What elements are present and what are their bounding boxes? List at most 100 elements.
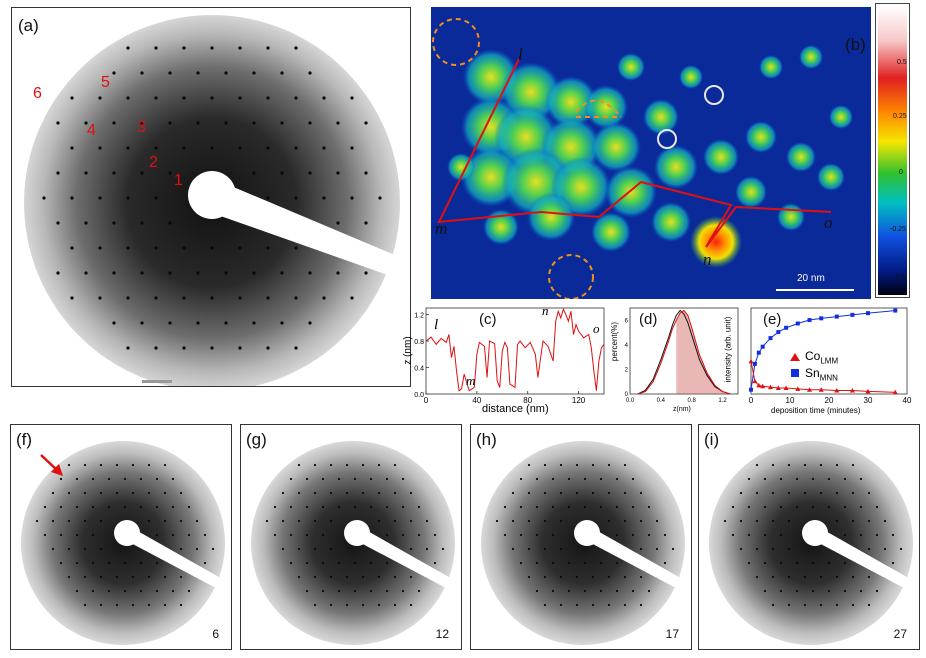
c-xlabel: distance (nm) [482,403,549,415]
sn-point [866,311,870,316]
deposition-time: 27 [893,627,907,641]
co-point [795,386,801,391]
panel-a-label: (a) [18,16,39,35]
spot-label-5: 5 [101,74,110,91]
c-point-l: l [434,317,439,333]
e-xlabel: deposition time (minutes) [771,406,861,415]
colorbar-tick-2: 0 [899,169,903,176]
d-ytick: 6 [625,318,629,324]
c-xtick: 0 [424,396,429,405]
leed-label: (h) [476,430,497,449]
colorbar-tick-3: -0.25 [890,226,906,233]
sn-point [756,350,761,355]
colorbar-tick-0: 0.5 [897,59,907,66]
sn-point [752,361,757,366]
legend-co: CoLMM [805,349,839,366]
c-ylabel: z (nm) [402,336,414,365]
leed-panel-g: (g) 12 [240,424,462,650]
panel-d: 0.0 0.4 0.8 1.2 0 2 4 6 (d) percent(%) z(nm) [610,305,745,415]
profile-line [425,307,605,392]
panel-b-label: (b) [845,35,866,54]
height-histogram: 0.0 0.4 0.8 1.2 0 2 4 6 [625,307,739,404]
c-xtick: 80 [523,396,532,405]
leed-panel-h: (h) 17 [470,424,692,650]
colorbar-tick-4: -0.5 [893,274,906,281]
point-o-label: o [824,213,833,232]
spot-label-3: 3 [137,119,146,136]
c-xtick: 120 [572,396,586,405]
sn-point [784,325,789,330]
sn-point [834,314,839,319]
d-xlabel: z(nm) [673,406,691,413]
sn-point [749,387,753,392]
co-point [834,388,840,393]
c-point-n: n [542,303,549,318]
sn-point [850,312,855,317]
panel-c: 0 40 80 120 0.0 0.4 0.8 1.2 (c) l m n o z (nm) … [403,303,610,415]
d-ytick: 2 [625,367,629,373]
auger-intensity-chart: 0 10 20 30 40 [748,307,912,405]
c-ytick: 0.0 [414,392,424,399]
panel-c-label: (c) [479,311,497,328]
co-point [756,382,762,388]
leed-pattern-a [24,15,402,386]
d-xtick: 0.8 [688,398,697,404]
e-xtick: 10 [786,396,795,405]
co-point [865,388,871,394]
e-xtick: 30 [864,396,873,405]
leed-panel-f: (f) 6 [10,424,232,650]
spot-label-4: 4 [87,122,96,139]
legend-marker-co [790,353,800,361]
c-point-o: o [593,321,600,336]
co-point [760,383,766,389]
sn-point [819,316,824,321]
point-n-label: n [703,250,712,269]
spot-label-1: 1 [174,172,183,189]
co-point [783,385,789,390]
c-point-m: m [466,373,476,388]
leed-label: (i) [704,430,720,449]
leed-panel-i: (i) 27 [698,424,920,650]
co-point [892,389,898,395]
deposition-time: 6 [212,627,219,641]
point-m-label: m [435,219,448,238]
deposition-time: 12 [435,627,449,641]
co-point [768,384,773,390]
e-xtick: 40 [903,396,912,405]
co-point [748,358,754,364]
c-ytick: 0.4 [414,366,424,373]
sn-point [795,321,800,326]
e-xtick: 0 [749,396,754,405]
co-point [849,388,855,393]
d-ylabel: percent(%) [610,321,620,362]
co-point [818,387,824,392]
sn-point [893,308,898,313]
panel-e-label: (e) [763,311,782,328]
e-ylabel: intensity (arb. unit) [723,316,733,383]
co-point [775,385,781,390]
c-xtick: 40 [472,396,481,405]
line-profile-chart: 0 40 80 120 0.0 0.4 0.8 1.2 [414,307,605,405]
spot-label-6: 6 [33,85,42,102]
scale-bar-label: 20 nm [797,273,825,284]
d-xtick: 1.2 [718,398,727,404]
co-point [807,387,812,392]
point-l-label: l [518,45,523,64]
leed-label: (f) [16,430,33,449]
sn-point [776,330,781,335]
panel-e: 0 10 20 30 40 (e) CoLMM SnMNN intensity (arb… [723,305,917,415]
spot-label-2: 2 [149,154,158,171]
panel-a: (a) 1 2 3 4 5 6 [11,7,411,387]
panel-d-label: (d) [639,311,658,328]
colorbar: 0.5 0.25 0 -0.25 -0.5 [875,3,910,298]
d-ytick: 4 [625,343,629,349]
d-xtick: 0.4 [657,398,666,404]
c-ytick: 0.8 [414,339,424,346]
d-ytick: 0 [625,392,629,398]
sn-point [768,336,773,341]
leed-label: (g) [246,430,267,449]
deposition-time: 17 [665,627,679,641]
e-xtick: 20 [825,396,834,405]
co-point [752,378,758,384]
legend-marker-sn [791,369,799,377]
